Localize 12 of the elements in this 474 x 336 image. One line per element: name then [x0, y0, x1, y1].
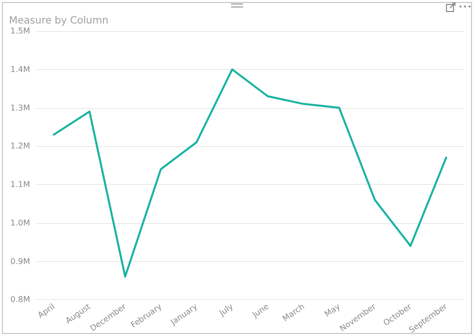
y-tick-label: 0.9M	[10, 256, 30, 266]
y-tick-label: 1.3M	[10, 103, 30, 112]
y-tick-label: 1.1M	[10, 180, 30, 190]
y-tick-label: 1.0M	[10, 218, 30, 228]
y-tick-label: 1.5M	[10, 26, 30, 36]
x-tick-label: May	[323, 302, 342, 319]
chart-title: Measure by Column	[9, 16, 108, 26]
y-tick-label: 1.2M	[10, 142, 30, 151]
y-tick-label: 0.8M	[10, 295, 30, 304]
y-tick-label: 1.4M	[10, 64, 30, 74]
x-tick-label: July	[216, 302, 235, 318]
line-series	[52, 68, 448, 278]
